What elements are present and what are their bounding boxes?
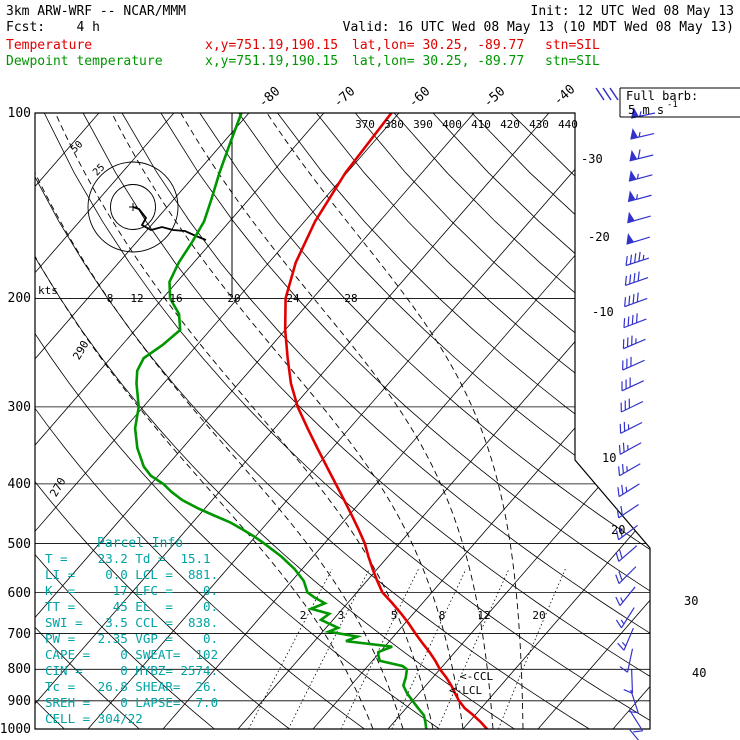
- hodograph-trace: [132, 206, 207, 241]
- chart-label: -70: [331, 84, 358, 111]
- chart-label: 400: [8, 477, 31, 492]
- chart-label: 24: [286, 292, 300, 305]
- chart-label: 10: [602, 451, 616, 465]
- parcel-info-lines: T = 23.2 Td = 15.1 LI = 0.0 LCL = 881. K =…: [45, 551, 218, 727]
- chart-label: 20: [227, 292, 240, 305]
- chart-label: 5 m s: [628, 103, 664, 117]
- temperature-legend-label: Temperature: [6, 38, 93, 53]
- chart-label: 12: [477, 609, 490, 622]
- chart-label: kts: [38, 284, 58, 297]
- temperature-latlon: lat,lon= 30.25, -89.77: [352, 38, 525, 53]
- chart-label: -1: [667, 100, 678, 110]
- parcel-info-line: Tc = 26.8 SHEAR= 26.: [45, 679, 219, 694]
- chart-label: 800: [8, 662, 31, 677]
- dewpoint-latlon: lat,lon= 30.25, -89.77: [352, 54, 525, 69]
- hodograph-inset: [87, 113, 233, 299]
- model-title: 3km ARW-WRF -- NCAR/MMM: [6, 4, 187, 19]
- chart-label: -80: [256, 84, 283, 111]
- temperature-xy: x,y=751.19,190.15: [205, 38, 339, 53]
- parcel-info-line: CELL = 304/22: [45, 711, 143, 726]
- parcel-info-line: SREH = 0 LAPSE= 7.0: [45, 695, 219, 710]
- chart-label: 20: [532, 609, 545, 622]
- parcel-info-line: SWI = 3.5 CCL = 838.: [45, 615, 219, 630]
- chart-label: 2: [300, 609, 307, 622]
- chart-label: 200: [8, 291, 31, 306]
- chart-label: 8: [439, 609, 446, 622]
- chart-label: 100: [8, 106, 31, 121]
- chart-label: -20: [588, 230, 610, 244]
- parcel-info-line: T = 23.2 Td = 15.1: [45, 551, 211, 566]
- chart-label: Full barb:: [626, 89, 698, 103]
- chart-label: 700: [8, 627, 31, 642]
- barb-legend: [595, 87, 740, 118]
- wind-barbs: [615, 107, 656, 740]
- chart-label: -40: [551, 82, 578, 109]
- legend-barb-slash: [602, 87, 612, 101]
- valid-time: Valid: 16 UTC Wed 08 May 13 (10 MDT Wed …: [342, 20, 734, 35]
- chart-label: 30: [684, 594, 698, 608]
- chart-label: 390: [413, 118, 433, 131]
- chart-label: -30: [581, 152, 603, 166]
- init-time: Init: 12 UTC Wed 08 May 13: [530, 4, 735, 19]
- parcel-info-line: PW = 2.35 VGP = 0.: [45, 631, 219, 646]
- legend-barb-slash: [595, 87, 605, 101]
- chart-label: 50: [69, 139, 85, 155]
- chart-label: 25: [91, 162, 107, 178]
- chart-label: <-CCL: [460, 670, 493, 683]
- parcel-info-line: CAPE = 0 SWEAT= 102: [45, 647, 219, 662]
- chart-label: 270: [47, 475, 68, 499]
- chart-label: -10: [592, 305, 614, 319]
- chart-label: -60: [406, 84, 433, 111]
- legend-barb-slash: [609, 87, 619, 101]
- chart-label: -50: [481, 84, 508, 111]
- chart-label: 40: [692, 666, 706, 680]
- parcel-info-line: CIN = 0 HYBZ= 2574.: [45, 663, 219, 678]
- chart-label: 20: [611, 523, 625, 537]
- chart-label: 440: [558, 118, 578, 131]
- temperature-trace: [283, 113, 489, 729]
- parcel-info-line: TT = 45 EL = 0.: [45, 599, 219, 614]
- chart-label: <-LCL: [449, 684, 482, 697]
- chart-label: 5: [391, 609, 398, 622]
- chart-label: 600: [8, 586, 31, 601]
- chart-label: 8: [107, 292, 114, 305]
- chart-label: 430: [529, 118, 549, 131]
- chart-label: 290: [70, 338, 91, 362]
- dewpoint-legend-label: Dewpoint temperature: [6, 54, 163, 69]
- sounding-traces: [133, 113, 489, 729]
- dewpoint-station: stn=SIL: [545, 54, 600, 69]
- chart-label: 400: [442, 118, 462, 131]
- chart-label: 28: [344, 292, 357, 305]
- chart-label: 500: [8, 537, 31, 552]
- forecast-hour: Fcst: 4 h: [6, 20, 100, 35]
- chart-label: 370: [355, 118, 375, 131]
- chart-label: 16: [169, 292, 182, 305]
- parcel-info-line: K = 17 LFC = 0.: [45, 583, 219, 598]
- chart-label: 420: [500, 118, 520, 131]
- chart-label: 380: [384, 118, 404, 131]
- chart-label: 410: [471, 118, 491, 131]
- chart-label: 3: [338, 609, 345, 622]
- chart-label: 1000: [0, 722, 31, 737]
- dewpoint-xy: x,y=751.19,190.15: [205, 54, 339, 69]
- chart-label: 12: [130, 292, 143, 305]
- chart-label: 300: [8, 400, 31, 415]
- dewpoint-trace: [133, 113, 428, 729]
- plot-border: [34, 112, 651, 730]
- parcel-info-line: LI = 0.0 LCL = 881.: [45, 567, 219, 582]
- chart-label: 900: [8, 694, 31, 709]
- temperature-station: stn=SIL: [545, 38, 600, 53]
- parcel-info-title: Parcel Info: [97, 536, 184, 551]
